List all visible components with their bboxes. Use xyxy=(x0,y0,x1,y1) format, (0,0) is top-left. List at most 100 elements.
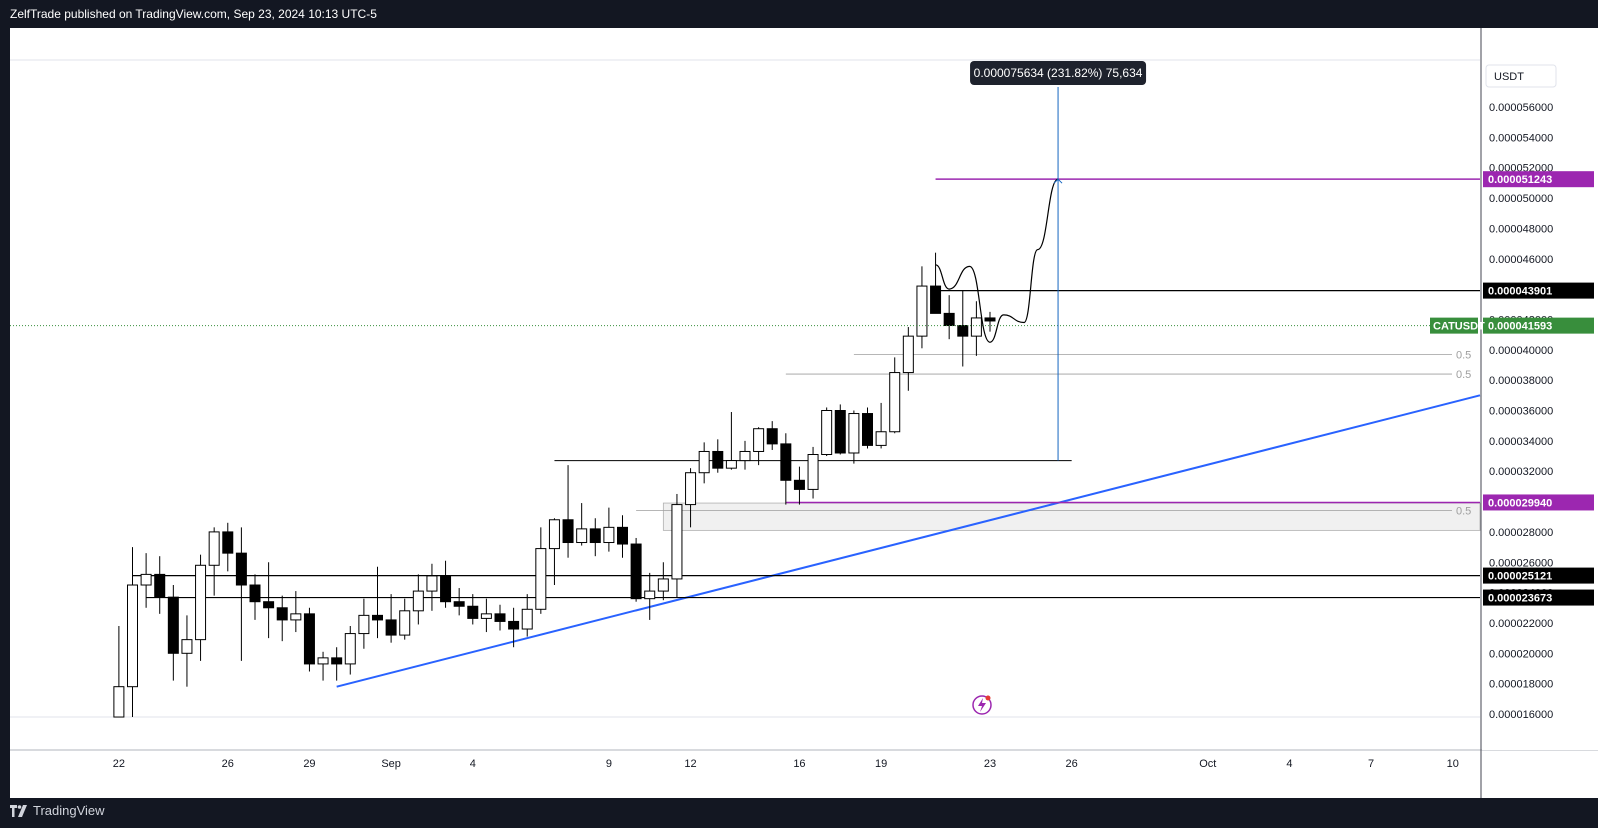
lightning-bolt xyxy=(978,698,986,712)
candle-body xyxy=(562,519,574,544)
candle-body xyxy=(902,335,914,374)
time-tick-label: 22 xyxy=(113,758,125,770)
candle-body xyxy=(644,590,656,600)
candle-body xyxy=(712,450,724,469)
candle-body xyxy=(167,596,179,654)
candle-body xyxy=(344,633,356,665)
time-tick-label: 10 xyxy=(1447,758,1459,770)
projection-path[interactable] xyxy=(935,178,1059,343)
publish-header: ZelfTrade published on TradingView.com, … xyxy=(0,0,1598,28)
level-price-label: 0.000029940 xyxy=(1488,497,1552,509)
time-tick-label: 16 xyxy=(793,758,805,770)
candle-body xyxy=(249,584,261,603)
candle-body xyxy=(589,528,601,544)
level-price-label: 0.000025121 xyxy=(1488,571,1552,583)
candle-body xyxy=(576,528,588,544)
candle-body xyxy=(331,657,343,665)
candle-body xyxy=(930,285,942,314)
level-price-badge xyxy=(1483,589,1594,606)
support-zone xyxy=(662,502,1481,531)
candle-body xyxy=(780,443,792,481)
candle-body xyxy=(603,526,615,544)
price-tick-label: 0.000022000 xyxy=(1489,618,1553,630)
time-tick-label: 4 xyxy=(1286,758,1292,770)
fib-level-label: 0.5 xyxy=(1456,349,1471,361)
candle-body xyxy=(535,548,547,610)
candle-body xyxy=(494,613,506,622)
time-tick-label: 4 xyxy=(470,758,476,770)
candle-body xyxy=(916,285,928,337)
candle-body xyxy=(263,601,275,609)
candle-body xyxy=(875,431,887,446)
candle-body xyxy=(399,610,411,636)
candle-body xyxy=(739,450,751,462)
candle-body xyxy=(140,573,152,586)
symbol-badge xyxy=(1430,317,1478,334)
candle-body xyxy=(276,607,288,621)
level-price-label: 0.000051243 xyxy=(1488,174,1552,186)
ascending-trendline[interactable] xyxy=(336,394,1481,688)
candle-body xyxy=(657,578,669,592)
time-tick-label: 26 xyxy=(1066,758,1078,770)
notification-dot xyxy=(985,695,991,701)
currency-box[interactable] xyxy=(1485,64,1557,88)
time-tick-label: 7 xyxy=(1368,758,1374,770)
price-tick-label: 0.000026000 xyxy=(1489,557,1553,569)
candle-body xyxy=(290,613,302,621)
candle-body xyxy=(834,410,846,454)
candle-body xyxy=(303,613,315,665)
candle-body xyxy=(412,590,424,612)
price-tick-label: 0.000040000 xyxy=(1489,345,1553,357)
price-tick-label: 0.000056000 xyxy=(1489,102,1553,114)
last-price-badge xyxy=(1483,317,1594,334)
candle-body xyxy=(195,564,207,641)
chart-area[interactable] xyxy=(10,28,1598,810)
candle-body xyxy=(685,472,697,506)
symbol-label: CATUSDT xyxy=(1433,321,1485,333)
fib-level-label: 0.5 xyxy=(1456,506,1471,518)
price-tick-label: 0.000034000 xyxy=(1489,436,1553,448)
candle-body xyxy=(862,413,873,446)
tradingview-logo[interactable]: TradingView xyxy=(10,803,105,818)
last-price-label: 0.000041593 xyxy=(1488,321,1552,333)
level-price-badge xyxy=(1483,567,1594,584)
time-tick-label: 23 xyxy=(984,758,996,770)
candle-body xyxy=(970,317,982,337)
candle-body xyxy=(698,450,710,474)
candle-body xyxy=(358,614,370,635)
candle-body xyxy=(208,531,220,566)
candle-body xyxy=(766,428,778,445)
measure-arrow xyxy=(1053,178,1063,184)
candle-body xyxy=(372,614,383,621)
candle-body xyxy=(889,372,901,433)
candle-body xyxy=(807,454,819,490)
time-tick-label: 12 xyxy=(684,758,696,770)
candle-body xyxy=(508,620,520,630)
candle-body xyxy=(848,413,860,454)
time-tick-label: 9 xyxy=(606,758,612,770)
measure-label: 0.000075634 (231.82%) 75,634 xyxy=(974,66,1143,80)
price-tick-label: 0.000048000 xyxy=(1489,223,1553,235)
candle-body xyxy=(385,619,397,636)
price-tick-label: 0.000046000 xyxy=(1489,254,1553,266)
price-tick-label: 0.000038000 xyxy=(1489,375,1553,387)
price-tick-label: 0.000032000 xyxy=(1489,466,1553,478)
candle-body xyxy=(181,639,193,654)
tradingview-brand: TradingView xyxy=(33,803,105,818)
candle-body xyxy=(521,608,533,630)
candle-body xyxy=(617,526,628,545)
candle-body xyxy=(725,460,737,469)
candle-body xyxy=(943,312,955,327)
level-price-label: 0.000023673 xyxy=(1488,593,1552,605)
footer-bar xyxy=(0,798,1598,828)
price-tick-label: 0.000028000 xyxy=(1489,527,1553,539)
candle-body xyxy=(480,613,492,619)
candle-body xyxy=(548,519,560,550)
level-price-label: 0.000043901 xyxy=(1488,286,1552,298)
candle-body xyxy=(154,573,166,598)
candle-body xyxy=(467,605,479,619)
time-tick-label: 26 xyxy=(222,758,234,770)
time-tick-label: 19 xyxy=(875,758,887,770)
tradingview-logo-icon xyxy=(10,804,27,817)
